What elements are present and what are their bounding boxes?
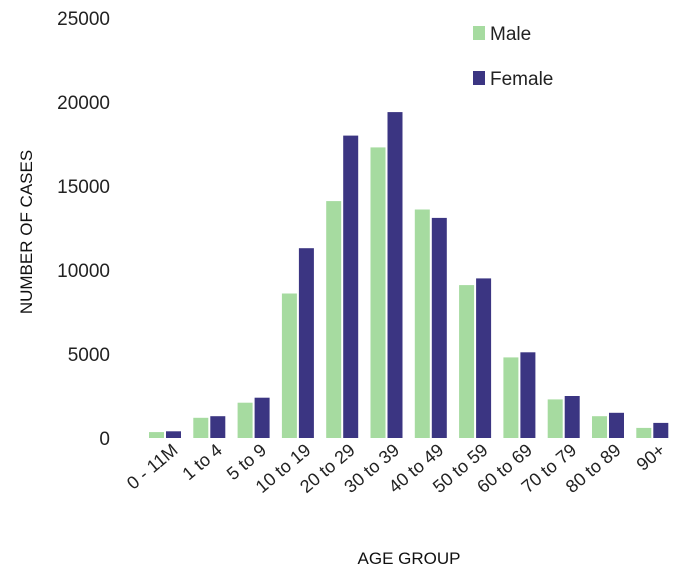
bar-male-0 xyxy=(149,432,164,438)
bar-female-8 xyxy=(520,352,536,438)
bar-male-9 xyxy=(547,399,563,438)
legend-label-female: Female xyxy=(490,69,553,90)
x-tick-label-1: 1 to 4 xyxy=(179,440,226,484)
bar-male-7 xyxy=(459,285,475,438)
y-tick-label-3: 15000 xyxy=(57,177,110,198)
bar-male-8 xyxy=(503,357,519,438)
bar-male-1 xyxy=(193,417,209,438)
bar-female-2 xyxy=(254,397,270,438)
bar-female-9 xyxy=(564,396,580,438)
bar-male-10 xyxy=(592,416,607,438)
legend-label-male: Male xyxy=(490,24,531,45)
bar-female-6 xyxy=(431,217,447,438)
y-tick-label-1: 5000 xyxy=(68,345,110,366)
bar-male-2 xyxy=(237,402,253,438)
bar-female-7 xyxy=(476,278,492,438)
y-tick-label-2: 10000 xyxy=(57,261,110,282)
x-axis-title: AGE GROUP xyxy=(358,549,461,568)
y-axis-ticks: 0 5000 10000 15000 20000 25000 xyxy=(57,9,110,450)
y-tick-label-4: 20000 xyxy=(57,93,110,114)
bar-male-4 xyxy=(326,201,342,438)
y-tick-label-0: 0 xyxy=(99,429,110,450)
bar-male-11 xyxy=(636,427,652,438)
bar-female-5 xyxy=(387,112,403,438)
bar-female-4 xyxy=(343,135,359,438)
bar-male-6 xyxy=(414,209,430,438)
x-tick-label-11: 90+ xyxy=(633,440,669,475)
bar-male-5 xyxy=(370,147,386,438)
bar-male-3 xyxy=(281,293,297,438)
bar-female-0 xyxy=(166,431,181,438)
bar-female-11 xyxy=(653,422,669,438)
y-tick-label-5: 25000 xyxy=(57,9,110,30)
legend: Male Female xyxy=(473,24,553,90)
legend-swatch-female xyxy=(473,71,485,85)
y-axis-title: NUMBER OF CASES xyxy=(17,150,36,314)
bar-female-10 xyxy=(609,412,624,438)
bar-female-3 xyxy=(298,248,314,438)
x-tick-label-0: 0 - 11M xyxy=(123,440,182,494)
bars xyxy=(149,112,669,438)
bar-female-1 xyxy=(210,416,226,438)
legend-swatch-male xyxy=(473,26,485,40)
